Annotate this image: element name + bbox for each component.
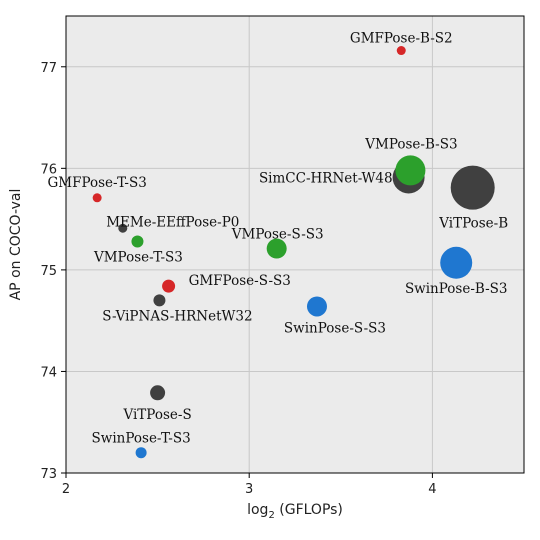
point-label-gmfpose-s-s3: GMFPose-S-S3 [189, 273, 291, 289]
x-tick-label: 2 [62, 482, 70, 497]
x-axis-label: log2 (GFLOPs) [247, 502, 343, 521]
point-label-swinpose-t-s3: SwinPose-T-S3 [92, 431, 191, 447]
point-swinpose-s-s3 [306, 296, 327, 317]
point-vitpose-s [150, 385, 166, 401]
point-label-vmpose-b-s3: VMPose-B-S3 [364, 136, 457, 152]
point-gmfpose-t-s3 [92, 193, 102, 203]
y-tick-label: 75 [40, 264, 57, 279]
point-label-gmfpose-t-s3: GMFPose-T-S3 [47, 175, 146, 191]
point-labels: GMFPose-B-S2 GMFPose-T-S3 GMFPose-S-S3 MEMe… [47, 31, 508, 447]
point-label-simcc-hrnet-w48: SimCC-HRNet-W48 [259, 170, 393, 186]
x-axis-ticks: 2 3 4 [62, 473, 437, 497]
y-tick-label: 73 [40, 467, 57, 482]
point-s-vipnas-hrnetw32 [153, 294, 166, 307]
y-tick-label: 77 [40, 61, 57, 76]
point-vmpose-t-s3 [131, 235, 144, 248]
point-label-meme-eeffpose-p0: MEMe-EEffPose-P0 [106, 214, 239, 230]
point-gmfpose-s-s3 [162, 279, 176, 293]
y-tick-label: 74 [40, 365, 57, 380]
point-label-vmpose-t-s3: VMPose-T-S3 [93, 249, 183, 265]
point-label-gmfpose-b-s2: GMFPose-B-S2 [350, 31, 453, 47]
point-vitpose-b [450, 165, 495, 210]
point-vmpose-s-s3 [266, 238, 287, 259]
point-label-swinpose-s-s3: SwinPose-S-S3 [284, 320, 386, 336]
data-points [92, 46, 495, 459]
x-tick-label: 3 [245, 482, 253, 497]
point-swinpose-t-s3 [135, 447, 147, 459]
plot-frame [65, 15, 525, 474]
point-label-vitpose-s: ViTPose-S [122, 407, 191, 423]
point-swinpose-b-s3 [440, 246, 473, 279]
y-axis-label: AP on COCO-val [8, 189, 24, 301]
y-tick-label: 76 [40, 162, 57, 177]
point-meme-eeffpose-p0 [118, 223, 128, 233]
point-gmfpose-b-s2 [396, 46, 406, 56]
point-label-vmpose-s-s3: VMPose-S-S3 [231, 227, 324, 243]
point-vmpose-b-s3 [395, 155, 426, 186]
point-label-vitpose-b: ViTPose-B [438, 216, 508, 232]
x-tick-label: 4 [428, 482, 436, 497]
y-axis-ticks: 73 74 75 76 77 [40, 61, 66, 482]
point-label-swinpose-b-s3: SwinPose-B-S3 [405, 281, 508, 297]
point-label-s-vipnas-hrnetw32: S-ViPNAS-HRNetW32 [102, 308, 252, 324]
